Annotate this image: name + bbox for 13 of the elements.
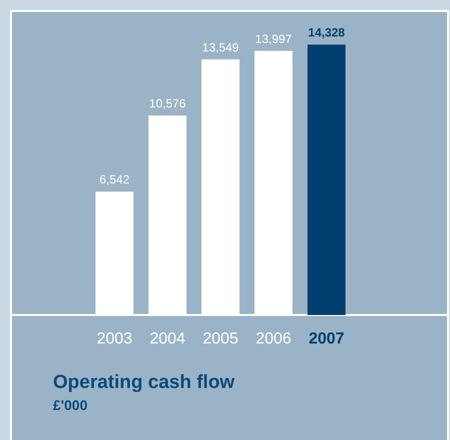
x-tick-label: 2007 (308, 330, 344, 348)
bar (308, 44, 346, 315)
x-tick-label: 2004 (150, 330, 186, 348)
data-label: 6,542 (99, 172, 130, 187)
x-tick-label: 2005 (202, 330, 238, 348)
text: Operating cash flow (53, 372, 235, 393)
text: £'000 (53, 397, 88, 413)
data-label: 13,997 (255, 32, 292, 46)
data-label: 14,328 (308, 26, 346, 40)
x-tick-label: 2003 (96, 330, 132, 348)
data-label: 10,576 (149, 96, 186, 110)
data-label: 13,549 (202, 40, 240, 54)
x-tick-label: 2006 (256, 330, 292, 348)
